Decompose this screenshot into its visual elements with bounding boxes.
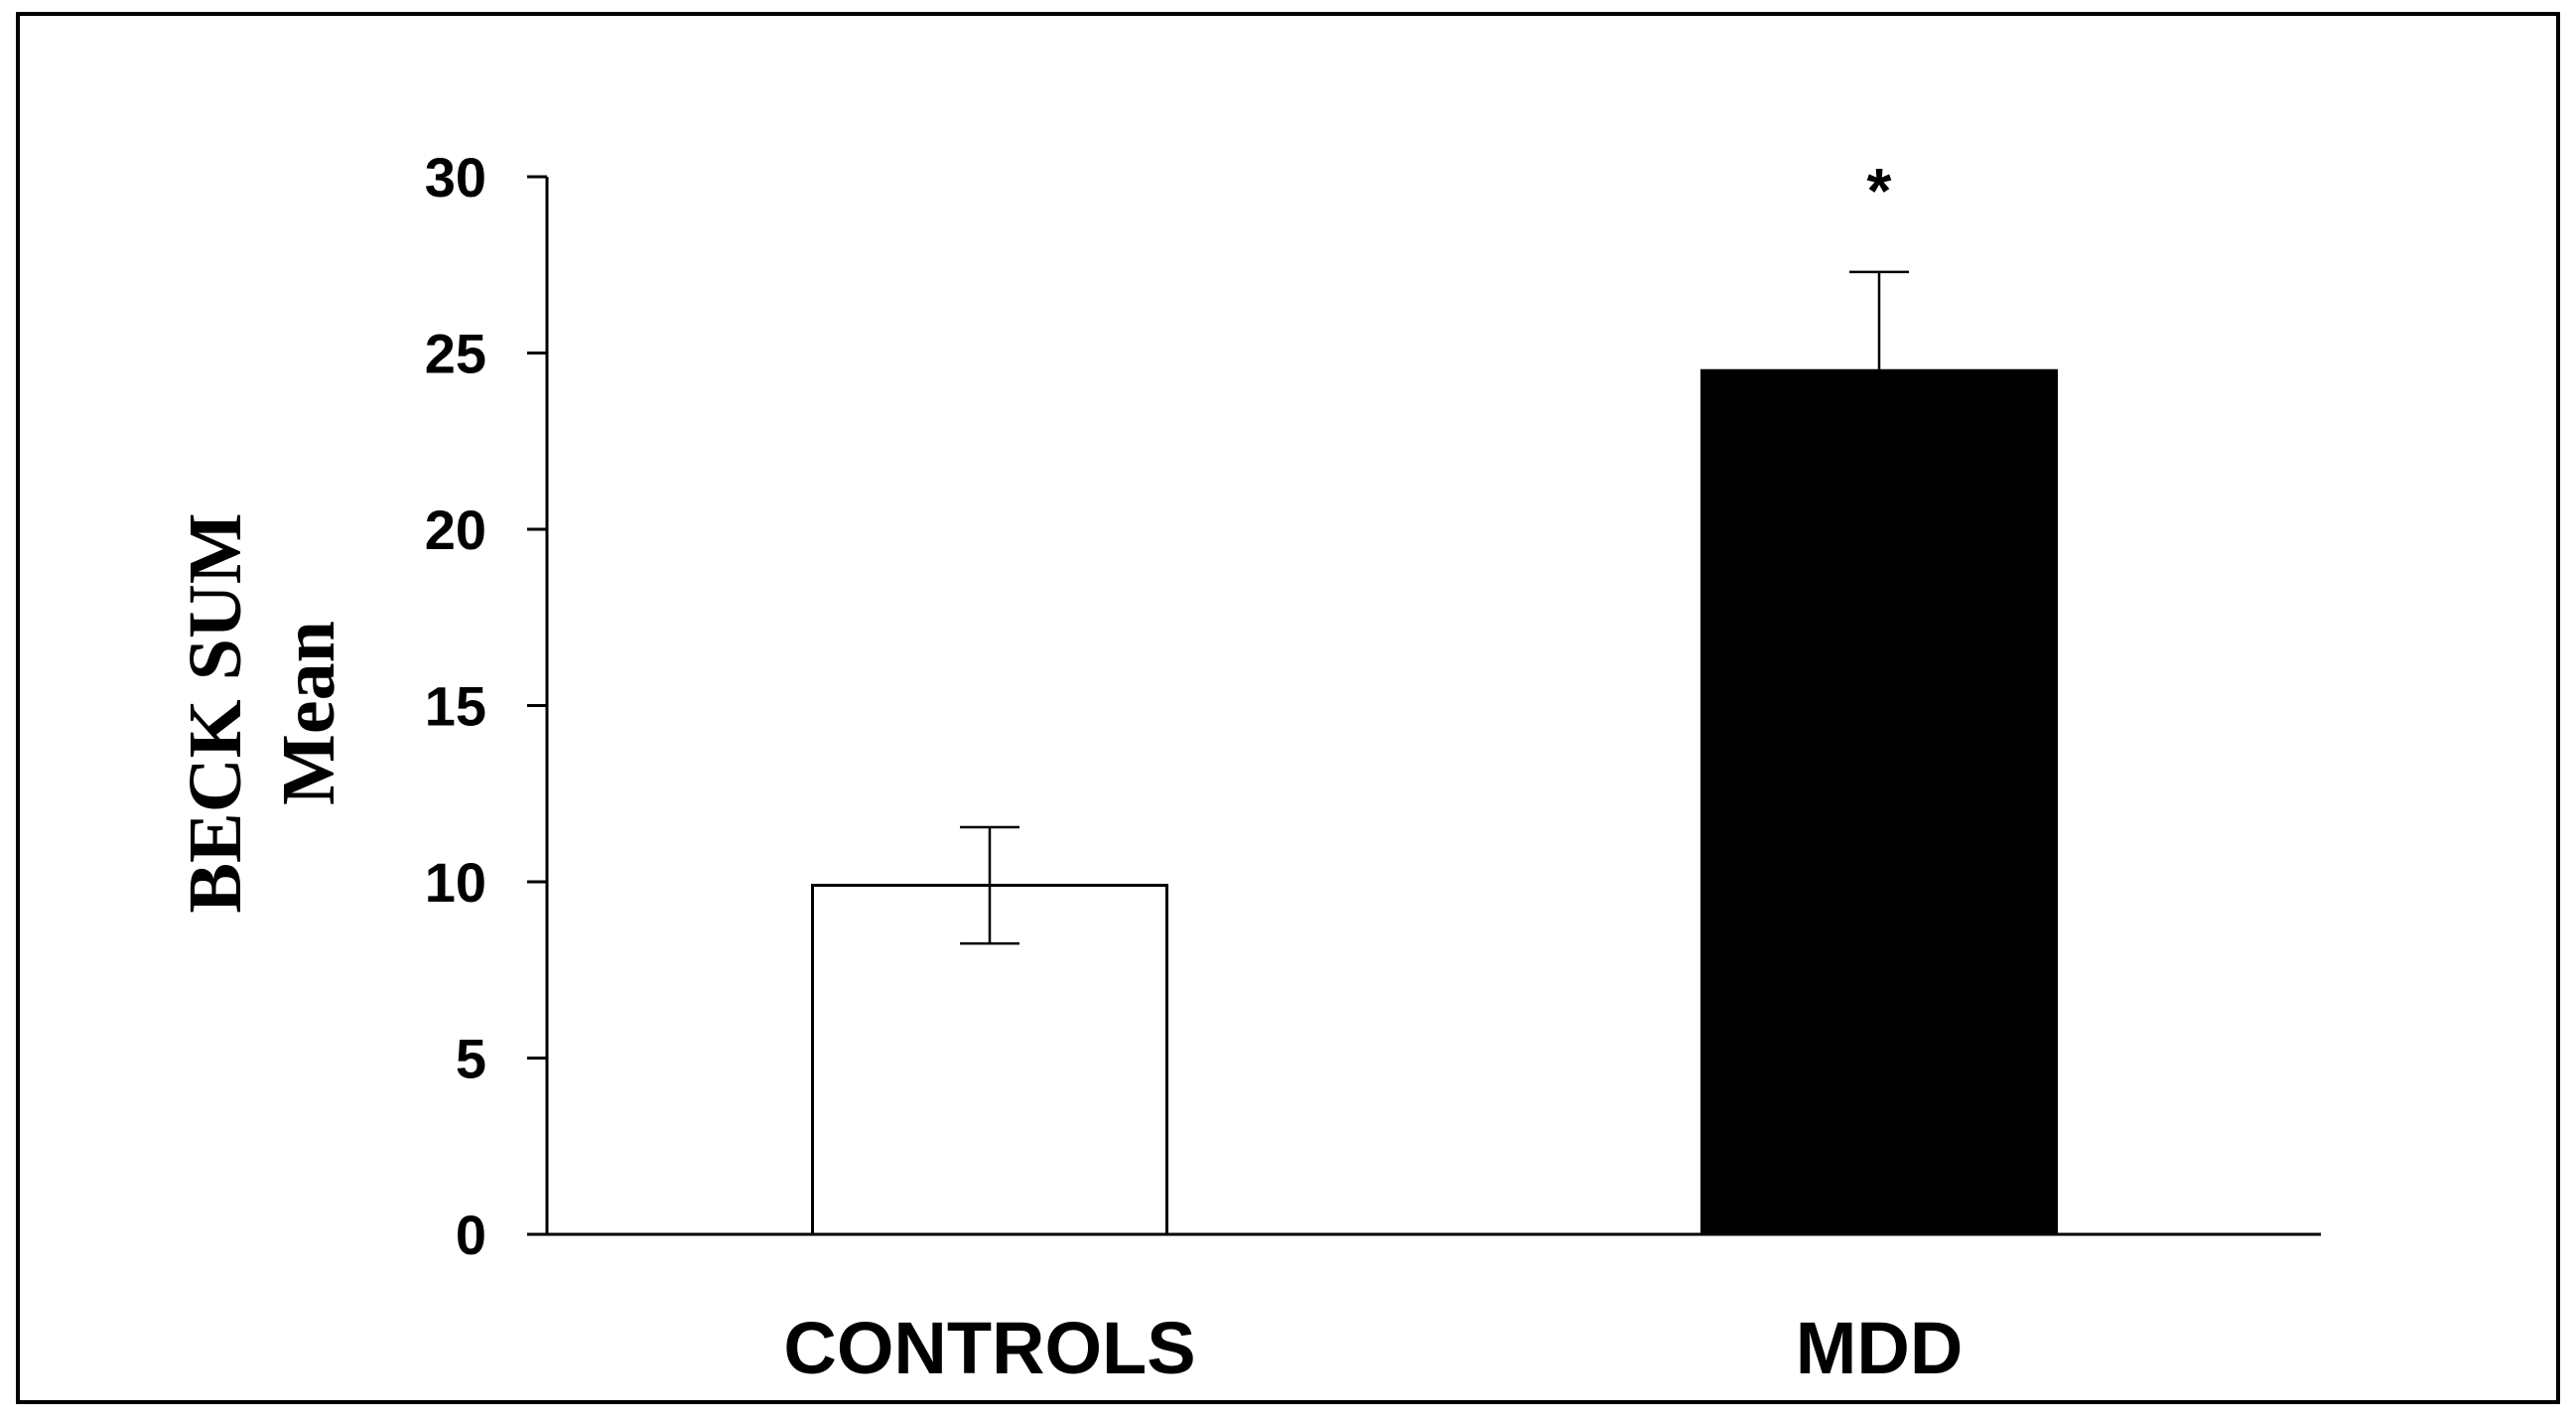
y-axis-title-line-1: BECK SUM (174, 512, 257, 913)
error-bar-mdd (1849, 270, 1909, 371)
error-bar-controls (960, 825, 1019, 945)
x-category-label-mdd: MDD (1796, 1307, 1964, 1389)
y-axis-title: BECK SUM Mean (174, 512, 350, 913)
significance-marks: * (1867, 155, 1892, 226)
y-tick-label: 30 (425, 146, 486, 209)
x-axis: CONTROLS MDD (547, 1232, 2321, 1389)
y-tick-label: 15 (425, 675, 486, 738)
y-tick-label: 10 (425, 851, 486, 914)
y-tick-label: 5 (456, 1028, 486, 1090)
figure-border (16, 12, 2560, 1404)
x-category-label-controls: CONTROLS (783, 1307, 1195, 1389)
bar-mdd (1700, 368, 2058, 1236)
y-tick-label: 25 (425, 323, 486, 385)
y-axis: 0 5 10 15 20 25 30 (425, 146, 549, 1266)
y-axis-title-line-2: Mean (267, 621, 350, 805)
y-tick-label: 20 (425, 498, 486, 561)
significance-asterisk: * (1867, 155, 1892, 226)
error-bars (960, 270, 1909, 945)
y-tick-label: 0 (456, 1204, 486, 1266)
